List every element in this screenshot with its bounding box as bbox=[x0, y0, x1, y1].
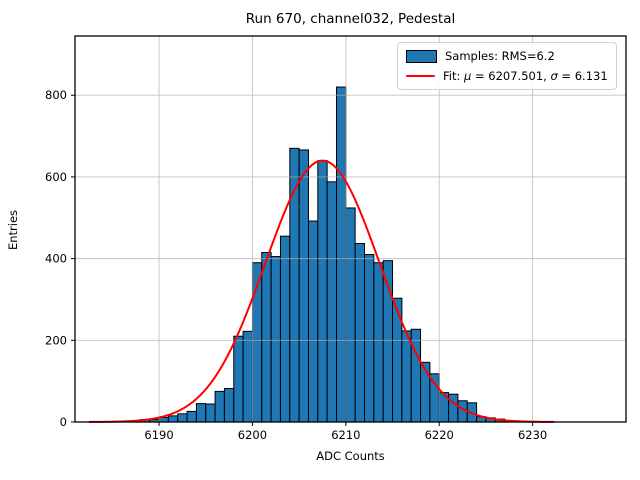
histogram-bar bbox=[364, 254, 375, 423]
legend: Samples: RMS=6.2 Fit: μ = 6207.501, σ = … bbox=[397, 42, 617, 90]
histogram-bar bbox=[195, 403, 207, 423]
histogram-bar bbox=[270, 256, 281, 423]
y-axis-label: Entries bbox=[6, 209, 20, 251]
histogram-bar bbox=[448, 393, 459, 423]
histogram-bar bbox=[223, 388, 235, 423]
histogram-bar bbox=[354, 243, 366, 423]
sigma-symbol: σ bbox=[550, 69, 558, 83]
axis-ticks: 6190 6200 6210 6220 6230 0 200 400 600 800 bbox=[45, 88, 547, 442]
histogram-bar bbox=[317, 160, 328, 423]
histogram-bar bbox=[186, 410, 197, 423]
histogram-bar bbox=[326, 181, 337, 423]
axes-frame bbox=[74, 35, 627, 423]
gaussian-fit-curve bbox=[89, 159, 555, 423]
y-tick-label: 800 bbox=[45, 88, 67, 102]
legend-fit-label: Fit: μ = 6207.501, σ = 6.131 bbox=[443, 69, 608, 83]
mu-symbol: μ bbox=[464, 69, 472, 83]
legend-item-fit: Fit: μ = 6207.501, σ = 6.131 bbox=[406, 67, 608, 85]
y-tick-label: 200 bbox=[45, 333, 67, 347]
histogram-swatch bbox=[406, 49, 437, 63]
y-tick-label: 600 bbox=[45, 170, 67, 184]
x-tick-label: 6220 bbox=[425, 428, 454, 442]
histogram-bar bbox=[373, 262, 384, 423]
histogram-bar bbox=[279, 235, 291, 423]
x-tick-label: 6230 bbox=[518, 428, 547, 442]
histogram-bar bbox=[298, 149, 309, 423]
x-tick-label: 6190 bbox=[144, 428, 173, 442]
histogram-bar bbox=[410, 328, 422, 423]
histogram-bar bbox=[233, 335, 244, 423]
y-tick-label: 0 bbox=[60, 415, 67, 429]
histogram-bar bbox=[401, 330, 412, 423]
histogram-bar bbox=[429, 373, 440, 423]
histogram-bar bbox=[261, 251, 272, 423]
x-tick-label: 6200 bbox=[238, 428, 267, 442]
chart-title: Run 670, channel032, Pedestal bbox=[245, 11, 456, 27]
y-tick-label: 400 bbox=[45, 252, 67, 266]
legend-samples-label: Samples: RMS=6.2 bbox=[445, 49, 555, 63]
histogram-bar bbox=[167, 415, 179, 423]
histogram-bar bbox=[345, 207, 356, 423]
x-axis-label: ADC Counts bbox=[316, 449, 385, 463]
histogram-bar bbox=[205, 403, 216, 423]
histogram-bars bbox=[139, 86, 515, 423]
legend-item-samples: Samples: RMS=6.2 bbox=[406, 47, 608, 65]
histogram-bar bbox=[177, 413, 188, 423]
histogram-bar bbox=[214, 390, 225, 423]
histogram-bar bbox=[335, 86, 347, 423]
histogram-bar bbox=[242, 330, 253, 423]
x-tick-label: 6210 bbox=[331, 428, 360, 442]
fit-line-swatch bbox=[406, 75, 435, 77]
histogram-bar bbox=[307, 220, 319, 423]
